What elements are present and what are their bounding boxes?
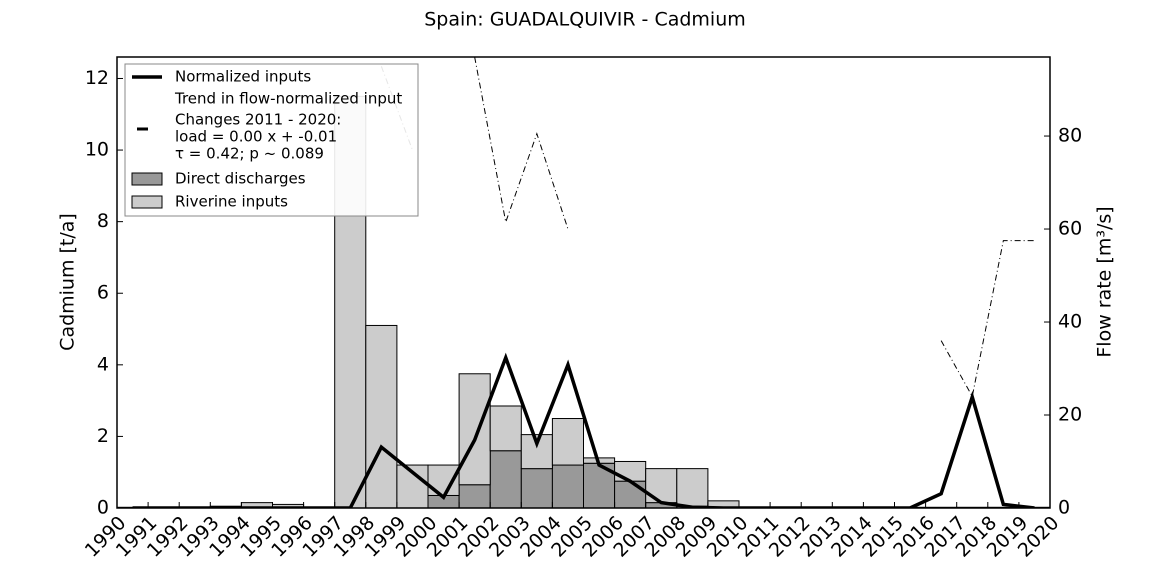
y-axis-label: Cadmium [t/a] [57,213,79,351]
flow-line [380,57,1035,398]
bar [489,450,522,508]
bar [676,468,709,507]
y2-tick-label: 20 [1058,404,1082,426]
y-tick-label: 6 [97,282,109,304]
y-tick-label: 8 [97,210,109,232]
y-tick-label: 4 [97,353,109,375]
bar [520,468,553,508]
y2-tick-label: 60 [1058,218,1082,240]
bar [645,468,678,504]
line [132,352,1035,508]
y-tick-label: 12 [85,67,109,89]
bar [458,484,491,508]
bar [614,480,647,508]
legend-label: Direct discharges [175,170,306,188]
y2-axis-label: Flow rate [m³/s] [1094,206,1116,357]
legend-label: Normalized inputs [175,68,311,86]
legend-note: Changes 2011 - 2020: [175,111,341,129]
legend-label: Trend in flow-normalized input [174,90,402,108]
bar [489,405,522,452]
legend: Normalized inputs Trend in flow-normalize… [124,63,419,217]
bar [458,373,491,486]
legend-note: load = 0.00 x + -0.01 [175,128,337,146]
legend-note: τ = 0.42; p ~ 0.089 [175,145,324,163]
y2-tick-label: 80 [1058,125,1082,147]
y-tick-label: 0 [97,497,109,519]
y-tick-label: 2 [97,425,109,447]
bar [551,464,585,508]
bar [551,418,585,466]
chart-title: Spain: GUADALQUIVIR - Cadmium [424,9,746,31]
bar [365,324,398,508]
legend-swatch [131,195,163,209]
legend-box [124,63,419,217]
y2-tick-label: 40 [1058,311,1082,333]
y2-tick-label: 0 [1058,497,1070,519]
y-tick-label: 10 [85,139,109,161]
bar [614,460,647,482]
legend-label: Riverine inputs [175,193,288,211]
legend-swatch [131,172,163,186]
data-layer [117,57,1050,508]
